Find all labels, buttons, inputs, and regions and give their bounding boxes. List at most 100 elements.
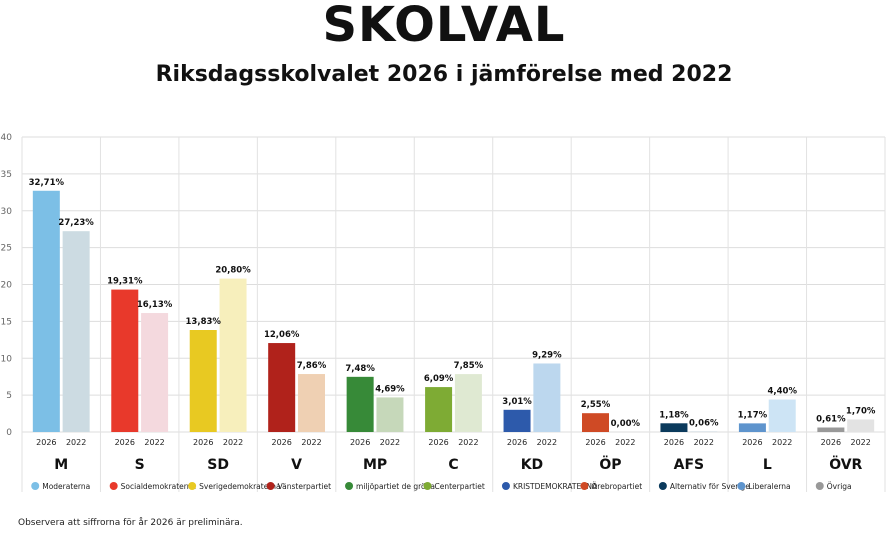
party-name: Liberalerna (748, 482, 790, 491)
data-label: 9,29% (532, 350, 562, 360)
data-label: 2,55% (581, 400, 611, 410)
party-name: KRISTDEMOKRATERNA (513, 482, 598, 491)
bar-sd-2026 (189, 330, 217, 432)
year-label: 2022 (615, 438, 635, 447)
year-label: 2022 (537, 438, 557, 447)
party-abbreviation: ÖVR (829, 455, 862, 473)
year-label: 2022 (380, 438, 400, 447)
year-label: 2026 (585, 438, 605, 447)
party-abbreviation: KD (521, 457, 543, 473)
bar-s-2022 (141, 313, 169, 432)
bar-v-2022 (297, 374, 325, 432)
bar-övr-2022 (847, 419, 875, 432)
footnote: Observera att siffrorna för år 2026 är p… (18, 518, 243, 528)
data-label: 6,09% (424, 374, 454, 384)
party-logo-icon (737, 482, 746, 490)
year-label: 2022 (850, 438, 870, 447)
y-tick-label: 0 (6, 428, 12, 438)
bar-kd-2022 (533, 363, 561, 432)
party-logo-icon (580, 482, 589, 490)
data-label: 27,23% (58, 218, 94, 228)
bar-l-2026 (738, 423, 766, 432)
bar-c-2022 (454, 374, 482, 432)
party-logo-icon (31, 482, 40, 490)
y-tick-label: 30 (1, 207, 13, 217)
party-logo-icon (501, 482, 510, 490)
bar-v-2026 (268, 343, 296, 432)
data-label: 20,80% (215, 266, 251, 276)
bar-kd-2026 (503, 409, 531, 432)
year-label: 2026 (428, 438, 448, 447)
data-label: 3,01% (502, 397, 532, 407)
data-label: 7,86% (297, 361, 327, 371)
data-label: 7,85% (454, 361, 484, 371)
party-logo-icon (345, 482, 354, 490)
year-label: 2026 (350, 438, 370, 447)
year-label: 2026 (507, 438, 527, 447)
year-label: 2026 (36, 438, 56, 447)
party-name: Centerpartiet (435, 482, 485, 491)
party-abbreviation: C (448, 457, 458, 473)
y-tick-label: 40 (1, 133, 13, 143)
party-logo-icon (815, 482, 824, 490)
chart-subtitle: Riksdagsskolvalet 2026 i jämförelse med … (155, 62, 733, 87)
year-label: 2022 (301, 438, 321, 447)
party-abbreviation: MP (363, 457, 387, 473)
y-tick-label: 5 (6, 391, 12, 401)
y-tick-label: 35 (1, 170, 12, 180)
year-label: 2022 (66, 438, 86, 447)
y-tick-label: 20 (1, 281, 13, 291)
party-name: Socialdemokraterna (121, 482, 196, 491)
data-labels: 32,71% 27,23% 19,31% 16,13% 13,83% 20,80% 12,0… (29, 178, 876, 429)
bar-afs-2026 (660, 423, 688, 432)
data-label: 0,00% (611, 419, 641, 429)
party-abbreviation: ÖP (599, 455, 621, 473)
year-label: 2026 (821, 438, 841, 447)
party-logo-icon (266, 482, 275, 490)
data-label: 1,18% (659, 410, 689, 420)
bar-mp-2026 (346, 376, 374, 432)
year-label: 2026 (664, 438, 684, 447)
party-name: Alternativ för Sverige (670, 482, 750, 491)
data-label: 16,13% (137, 300, 173, 310)
data-label: 19,31% (107, 277, 143, 287)
party-name: Örebropartiet (591, 482, 642, 491)
party-name: Sverigedemokraterna (199, 482, 281, 491)
data-label: 1,17% (738, 410, 768, 420)
x-axis: 2026 2022 M Moderaterna 2026 2022 S Socialdemok… (31, 438, 871, 491)
party-abbreviation: SD (207, 457, 229, 473)
party-logo-icon (658, 482, 667, 490)
bar-m-2026 (32, 190, 60, 432)
data-label: 32,71% (29, 178, 65, 188)
bars (32, 190, 875, 432)
bar-öp-2026 (582, 413, 610, 432)
year-label: 2026 (272, 438, 292, 447)
party-abbreviation: S (135, 457, 145, 473)
grid (21, 136, 886, 492)
party-abbreviation: V (291, 457, 302, 473)
y-tick-label: 15 (1, 317, 12, 327)
bar-mp-2022 (376, 397, 404, 432)
party-logo-icon (109, 482, 118, 490)
data-label: 0,61% (816, 415, 846, 425)
party-name: Övriga (827, 482, 852, 491)
y-tick-label: 10 (1, 354, 13, 364)
bar-c-2026 (425, 387, 453, 432)
data-label: 12,06% (264, 330, 300, 340)
data-label: 1,70% (846, 406, 876, 416)
bar-övr-2026 (817, 427, 845, 432)
year-label: 2022 (772, 438, 792, 447)
data-label: 4,69% (375, 384, 405, 394)
year-label: 2026 (115, 438, 135, 447)
party-abbreviation: AFS (674, 457, 704, 473)
bar-chart: 0 5 10 15 20 25 30 35 40 32,71% 27,23% 19,31% 16,13… (1, 133, 886, 492)
y-axis: 0 5 10 15 20 25 30 35 40 (1, 133, 13, 438)
party-name: Vänsterpartiet (278, 482, 332, 491)
party-name: miljöpartiet de gröna (356, 482, 435, 491)
year-label: 2026 (742, 438, 762, 447)
data-label: 4,40% (767, 387, 797, 397)
data-label: 0,06% (689, 419, 719, 429)
bar-sd-2022 (219, 278, 247, 432)
bar-m-2022 (62, 231, 90, 432)
page-title: SKOLVAL (322, 0, 566, 53)
